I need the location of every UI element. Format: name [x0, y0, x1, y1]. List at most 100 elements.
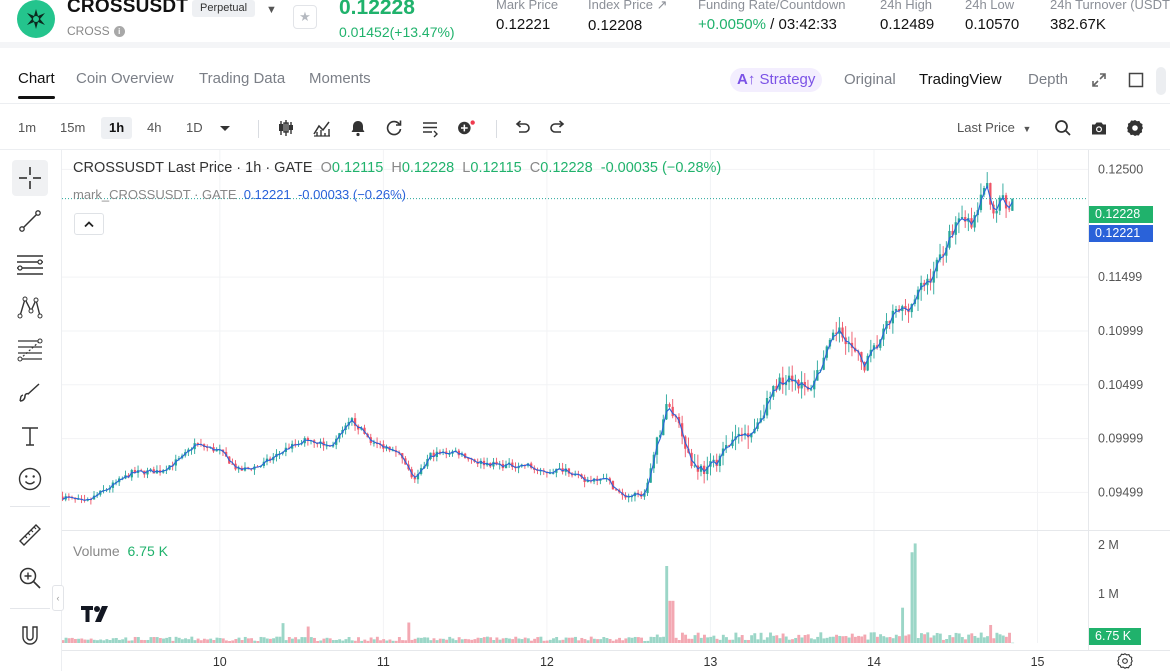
volume-bar [706, 637, 710, 643]
volume-bar [357, 637, 360, 643]
candle-body [268, 458, 272, 461]
time-axis-tick: 13 [703, 655, 717, 669]
volume-bar [894, 634, 898, 643]
candles-icon[interactable] [276, 118, 296, 138]
add-indicator-icon[interactable] [456, 118, 476, 138]
candle-body [62, 496, 64, 500]
ruler-tool[interactable] [12, 517, 48, 553]
crosshair-tool[interactable] [12, 160, 48, 196]
volume-bar [495, 637, 499, 643]
candle-body [561, 468, 564, 472]
zoom-in-tool[interactable] [12, 560, 48, 596]
volume-bar [250, 638, 254, 643]
candle-body [627, 496, 630, 498]
favorite-star-button[interactable]: ★ [293, 5, 317, 29]
fib-tool[interactable] [12, 332, 48, 368]
timeframe-1d[interactable]: 1D [186, 120, 203, 135]
timeframe-15m[interactable]: 15m [60, 120, 86, 135]
indicators-icon[interactable] [312, 118, 332, 138]
settings-icon[interactable] [1125, 118, 1145, 138]
candle-body [712, 459, 715, 462]
candle-body [781, 377, 784, 386]
candle-body [835, 332, 838, 334]
legend-collapse-button[interactable] [74, 213, 104, 235]
volume-bar [725, 637, 728, 643]
timeframe-1h[interactable]: 1h [101, 117, 133, 139]
strategy-button[interactable]: A↑ Strategy [730, 68, 823, 92]
volume-bar [668, 600, 672, 643]
volume-bar [703, 634, 706, 643]
volume-bar [970, 633, 974, 643]
volume-bar [976, 637, 980, 643]
candle-body [982, 188, 986, 195]
timeframe-dropdown-icon[interactable] [215, 118, 235, 138]
volume-bar [592, 638, 596, 643]
candle-body [879, 339, 882, 348]
expand-icon[interactable] [1091, 72, 1107, 88]
volume-bar [772, 635, 776, 643]
volume-bar [633, 636, 637, 643]
tab-trading-data[interactable]: Trading Data [199, 70, 286, 87]
volume-bar [589, 636, 593, 643]
volume-bar [747, 639, 750, 643]
volume-legend-value: 6.75 K [127, 543, 168, 559]
volume-bar [165, 637, 169, 643]
brush-tool[interactable] [12, 375, 48, 411]
text-tool[interactable] [12, 418, 48, 454]
search-icon[interactable] [1053, 118, 1073, 138]
pattern-tool[interactable] [12, 289, 48, 325]
tab-chart[interactable]: Chart [8, 70, 65, 99]
volume-bar [92, 639, 96, 643]
volume-bar [989, 624, 993, 643]
tradingview-logo-icon[interactable] [80, 602, 112, 624]
templates-icon[interactable] [420, 118, 440, 138]
volume-bar [813, 639, 816, 643]
emoji-tool[interactable] [12, 461, 48, 497]
volume-bar [413, 638, 417, 643]
info-icon[interactable]: i [113, 25, 125, 37]
redo-icon[interactable] [548, 118, 568, 138]
tab-coin-overview[interactable]: Coin Overview [76, 70, 174, 87]
undo-icon[interactable] [512, 118, 532, 138]
timeframe-1m[interactable]: 1m [18, 120, 37, 135]
lock-tool[interactable] [12, 658, 48, 671]
price-chart[interactable]: 0.12500 0.11499 0.10999 0.10499 0.09999 0.094… [62, 150, 1170, 671]
popout-window-icon[interactable] [1128, 72, 1144, 88]
price-source-select[interactable]: Last Price ▼ [957, 118, 1031, 139]
volume-bar [904, 635, 908, 643]
tab-moments[interactable]: Moments [309, 70, 371, 87]
volume-bar [920, 633, 923, 643]
volume-bar [199, 640, 203, 643]
volume-bar [731, 639, 735, 643]
tab-original[interactable]: Original [844, 71, 896, 88]
tab-tradingview[interactable]: TradingView [919, 71, 1002, 88]
symbol-name[interactable]: CROSSUSDT [67, 0, 189, 17]
scrollbar[interactable] [1156, 67, 1166, 95]
candle-body [457, 450, 460, 456]
alert-icon[interactable] [348, 118, 368, 138]
candle-body [152, 469, 155, 474]
tab-depth[interactable]: Depth [1028, 71, 1069, 88]
magnet-tool[interactable] [12, 618, 48, 654]
axis-settings-icon[interactable] [1116, 652, 1134, 670]
horizontal-lines-tool[interactable] [12, 246, 48, 282]
timeframe-4h[interactable]: 4h [147, 120, 162, 135]
volume-bar [306, 626, 310, 643]
time-axis-tick: 15 [1031, 655, 1045, 669]
volume-bar [636, 637, 640, 643]
collapse-toolbar-handle[interactable]: ‹ [52, 585, 64, 611]
drawbar-divider [10, 608, 50, 609]
volume-bar [530, 640, 533, 643]
volume-bar [133, 636, 137, 643]
replay-icon[interactable] [384, 118, 404, 138]
volume-bar [699, 637, 703, 643]
stat-index-price[interactable]: Index Price ↗ 0.12208 [588, 0, 668, 34]
trendline-tool[interactable] [12, 203, 48, 239]
price-axis-tick: 0.09499 [1098, 485, 1143, 499]
candle-body [747, 433, 750, 438]
volume-bar [791, 639, 794, 643]
volume-bar [268, 638, 272, 643]
volume-bar [863, 634, 867, 643]
camera-icon[interactable] [1089, 118, 1109, 138]
symbol-dropdown-icon[interactable]: ▼ [266, 4, 277, 16]
